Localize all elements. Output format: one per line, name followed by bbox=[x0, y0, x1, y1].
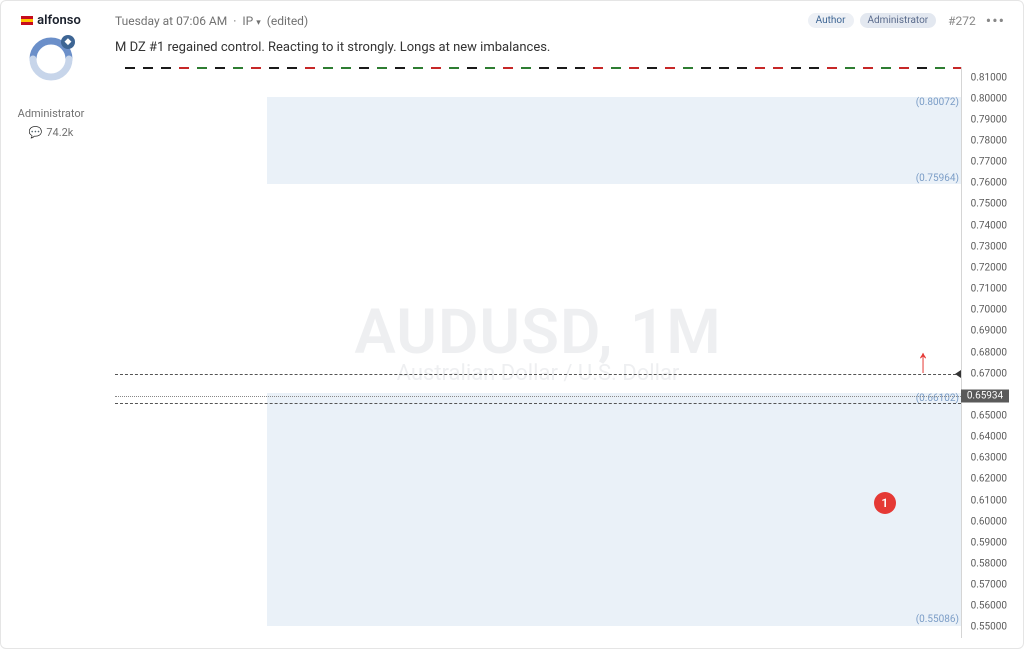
price-tick: 0.55000 bbox=[971, 622, 1007, 633]
post-container: alfonso ◆ Administrator 💬 74.2k Tuesday … bbox=[0, 0, 1024, 649]
post-timestamp[interactable]: Tuesday at 07:06 AM bbox=[115, 14, 227, 28]
author-rank: Administrator bbox=[9, 107, 93, 120]
avatar-badge-icon: ◆ bbox=[61, 35, 75, 49]
post-header: Tuesday at 07:06 AM · IP ▾ (edited) Auth… bbox=[115, 11, 1009, 30]
author-post-count[interactable]: 💬 74.2k bbox=[29, 126, 74, 139]
price-tick: 0.79000 bbox=[971, 114, 1007, 125]
price-tick: 0.62000 bbox=[971, 474, 1007, 485]
price-tick: 0.74000 bbox=[971, 220, 1007, 231]
flag-icon bbox=[21, 16, 33, 25]
price-axis: 0.55000 0.56000 0.57000 0.58000 0.59000 0.600… bbox=[961, 67, 1009, 638]
author-link[interactable]: alfonso bbox=[21, 13, 81, 28]
price-tick: 0.78000 bbox=[971, 136, 1007, 147]
supply-demand-zone bbox=[267, 97, 961, 184]
admin-badge: Administrator bbox=[860, 13, 937, 28]
price-tick: 0.75000 bbox=[971, 199, 1007, 210]
zone-label: (0.66102) bbox=[916, 393, 959, 404]
price-tick: 0.71000 bbox=[971, 284, 1007, 295]
price-tick: 0.73000 bbox=[971, 241, 1007, 252]
dashed-level-line bbox=[115, 403, 961, 404]
post-text: M DZ #1 regained control. Reacting to it… bbox=[115, 40, 1009, 55]
ip-link[interactable]: IP ▾ bbox=[242, 14, 260, 28]
price-tick: 0.56000 bbox=[971, 601, 1007, 612]
post-number-link[interactable]: #272 bbox=[948, 14, 976, 28]
dashed-level-line bbox=[115, 374, 961, 375]
price-tick: 0.68000 bbox=[971, 347, 1007, 358]
price-tick: 0.80000 bbox=[971, 93, 1007, 104]
post-count-value: 74.2k bbox=[46, 126, 73, 139]
price-tick: 0.61000 bbox=[971, 495, 1007, 506]
price-tick: 0.60000 bbox=[971, 516, 1007, 527]
zone-label: (0.80072) bbox=[916, 97, 959, 108]
edited-label: (edited) bbox=[267, 14, 308, 28]
price-tick: 0.76000 bbox=[971, 178, 1007, 189]
watermark-symbol: AUDUSD, 1M bbox=[354, 296, 721, 369]
more-options-icon[interactable]: ••• bbox=[982, 11, 1009, 30]
last-price-line bbox=[115, 396, 961, 397]
chevron-down-icon: ▾ bbox=[256, 18, 261, 28]
price-tick: 0.57000 bbox=[971, 580, 1007, 591]
post-body: Tuesday at 07:06 AM · IP ▾ (edited) Auth… bbox=[101, 1, 1023, 648]
price-tick: 0.59000 bbox=[971, 537, 1007, 548]
price-tick: 0.70000 bbox=[971, 305, 1007, 316]
author-badge: Author bbox=[808, 13, 854, 28]
meta-separator: · bbox=[233, 14, 236, 28]
supply-demand-zone bbox=[267, 393, 961, 626]
zone-label: (0.55086) bbox=[916, 614, 959, 625]
price-tick: 0.72000 bbox=[971, 262, 1007, 273]
current-price-label: 0.65934 bbox=[961, 390, 1009, 403]
comment-icon: 💬 bbox=[29, 126, 43, 139]
author-column: alfonso ◆ Administrator 💬 74.2k bbox=[1, 1, 101, 648]
price-tick: 0.69000 bbox=[971, 326, 1007, 337]
price-tick: 0.64000 bbox=[971, 432, 1007, 443]
price-tick: 0.65000 bbox=[971, 410, 1007, 421]
price-tick: 0.63000 bbox=[971, 453, 1007, 464]
avatar[interactable]: ◆ bbox=[29, 37, 73, 81]
price-tick: 0.58000 bbox=[971, 558, 1007, 569]
price-tick: 0.77000 bbox=[971, 157, 1007, 168]
up-arrow-icon: ↑ bbox=[917, 341, 929, 381]
price-tick: 0.67000 bbox=[971, 368, 1007, 379]
price-pointer-icon bbox=[955, 370, 961, 378]
annotation-badge: 1 bbox=[874, 492, 896, 514]
author-name-text: alfonso bbox=[37, 13, 81, 28]
chart-watermark: AUDUSD, 1M Australian Dollar / U.S. Doll… bbox=[354, 296, 721, 386]
price-tick: 0.81000 bbox=[971, 72, 1007, 83]
chart-image[interactable]: AUDUSD, 1M Australian Dollar / U.S. Doll… bbox=[115, 67, 1009, 638]
zone-label: (0.75964) bbox=[916, 173, 959, 184]
